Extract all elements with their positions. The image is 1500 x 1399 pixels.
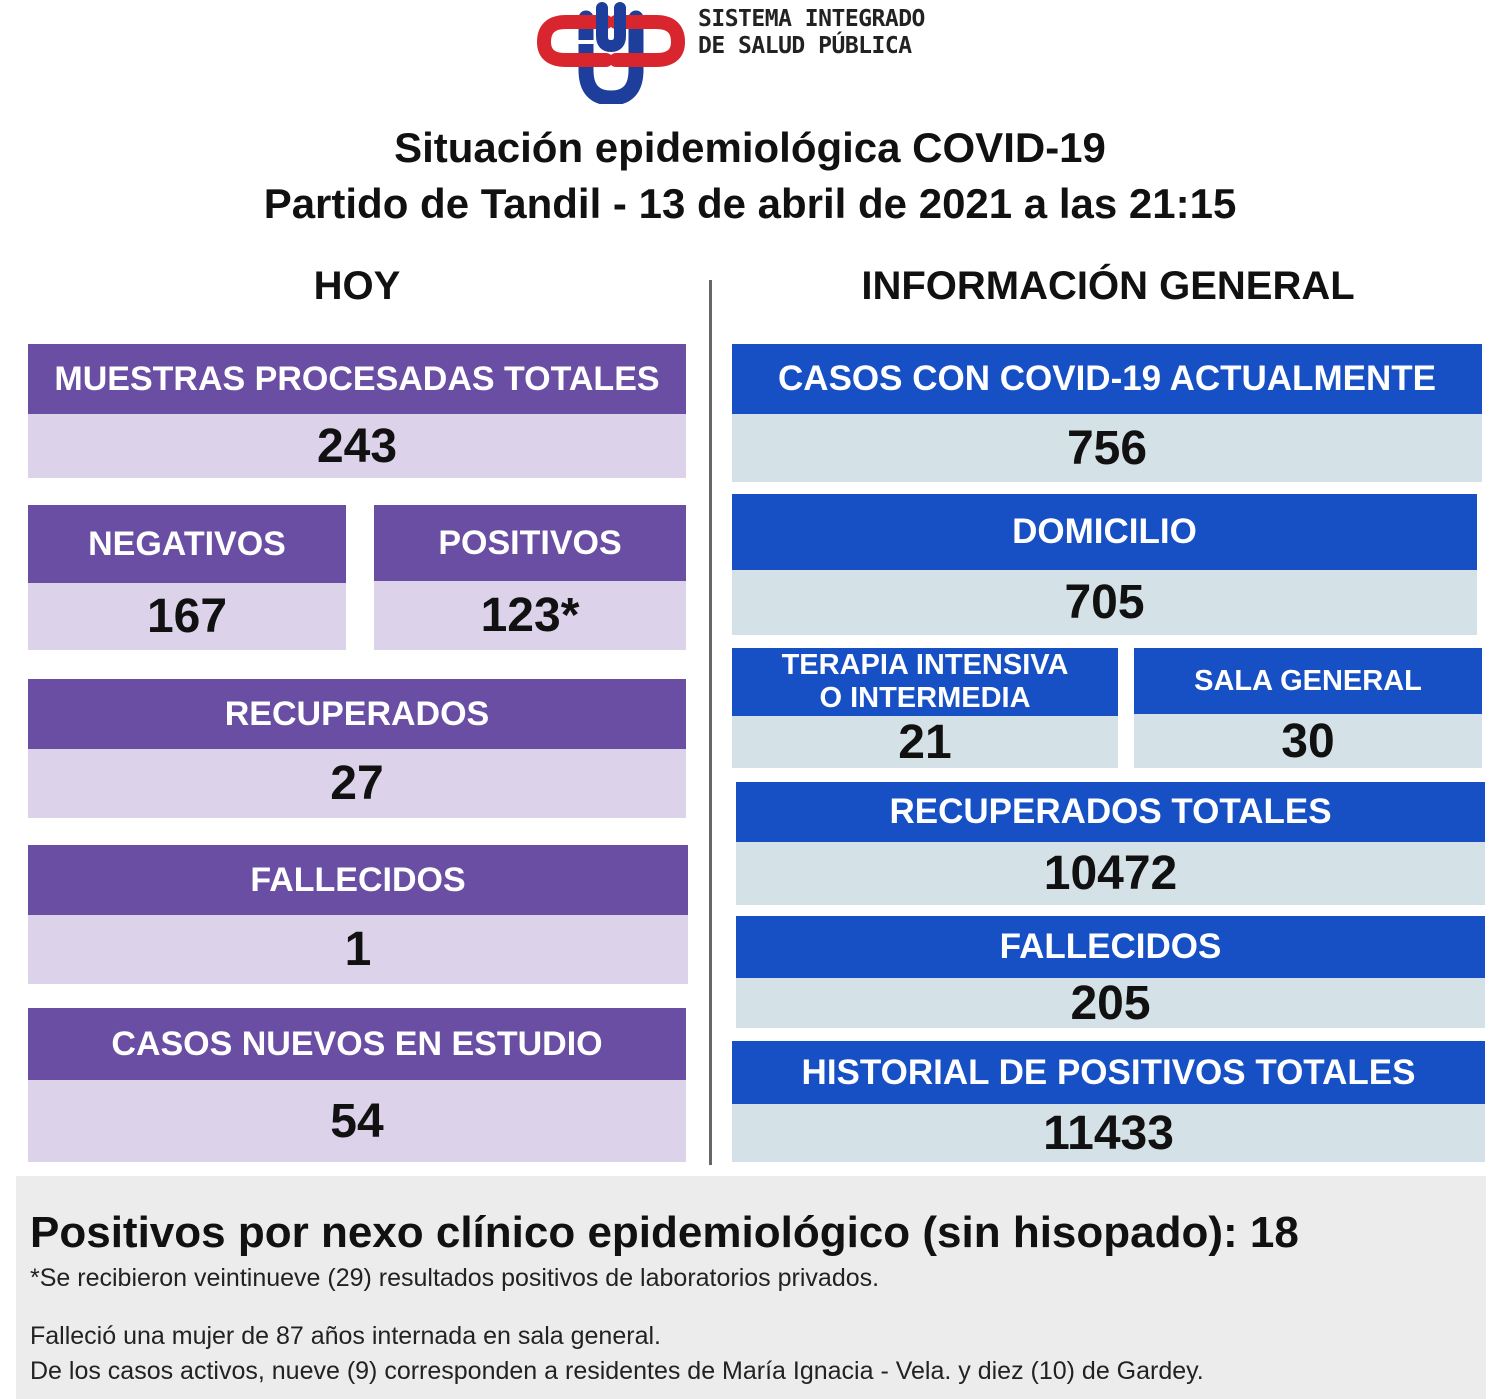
- casos-actuales-value: 756: [732, 414, 1482, 482]
- terapia-label: TERAPIA INTENSIVA O INTERMEDIA: [732, 648, 1118, 716]
- domicilio-label: DOMICILIO: [732, 494, 1477, 570]
- historial-label: HISTORIAL DE POSITIVOS TOTALES: [732, 1041, 1485, 1104]
- footnote-private-labs: *Se recibieron veintinueve (29) resultad…: [30, 1264, 880, 1292]
- fallecidos-general-value: 205: [736, 977, 1485, 1030]
- hoy-heading: HOY: [313, 264, 401, 308]
- footnote-active-cases: De los casos activos, nueve (9) correspo…: [30, 1357, 1204, 1385]
- column-divider: [709, 280, 712, 1165]
- negativos-label: NEGATIVOS: [28, 505, 346, 583]
- recuperados-totales-value: 10472: [736, 842, 1485, 905]
- sala-general-value: 30: [1134, 714, 1482, 768]
- recuperados-value: 27: [28, 749, 686, 818]
- fallecidos-hoy-value: 1: [28, 915, 688, 984]
- casos-actuales-label: CASOS CON COVID-19 ACTUALMENTE: [732, 344, 1482, 414]
- org-name: SISTEMA INTEGRADO DE SALUD PÚBLICA: [698, 6, 958, 60]
- footer-panel: [16, 1176, 1486, 1399]
- report-subtitle: Partido de Tandil - 13 de abril de 2021 …: [263, 180, 1237, 227]
- footnote-death: Falleció una mujer de 87 años internada …: [30, 1322, 661, 1350]
- recuperados-totales-label: RECUPERADOS TOTALES: [736, 782, 1485, 842]
- historial-value: 11433: [732, 1104, 1485, 1162]
- nexo-clinico-text: Positivos por nexo clínico epidemiológic…: [30, 1208, 1299, 1257]
- terapia-label-line1: TERAPIA INTENSIVA: [781, 649, 1069, 681]
- general-heading: INFORMACIÓN GENERAL: [861, 264, 1355, 308]
- sala-general-label: SALA GENERAL: [1134, 648, 1482, 714]
- domicilio-value: 705: [732, 570, 1477, 635]
- positivos-label: POSITIVOS: [374, 505, 686, 581]
- recuperados-label: RECUPERADOS: [28, 679, 686, 749]
- fallecidos-hoy-label: FALLECIDOS: [28, 845, 688, 915]
- org-name-line1: SISTEMA INTEGRADO: [698, 6, 925, 32]
- casos-nuevos-label: CASOS NUEVOS EN ESTUDIO: [28, 1008, 686, 1080]
- health-system-logo: [536, 2, 686, 104]
- muestras-value: 243: [28, 414, 686, 478]
- terapia-label-line2: O INTERMEDIA: [819, 682, 1031, 714]
- positivos-value: 123*: [374, 581, 686, 650]
- negativos-value: 167: [28, 583, 346, 650]
- casos-nuevos-value: 54: [28, 1080, 686, 1162]
- muestras-label: MUESTRAS PROCESADAS TOTALES: [28, 344, 686, 414]
- fallecidos-general-label: FALLECIDOS: [736, 916, 1485, 978]
- terapia-value: 21: [732, 716, 1118, 769]
- org-name-line2: DE SALUD PÚBLICA: [698, 33, 912, 59]
- report-title: Situación epidemiológica COVID-19: [394, 124, 1106, 171]
